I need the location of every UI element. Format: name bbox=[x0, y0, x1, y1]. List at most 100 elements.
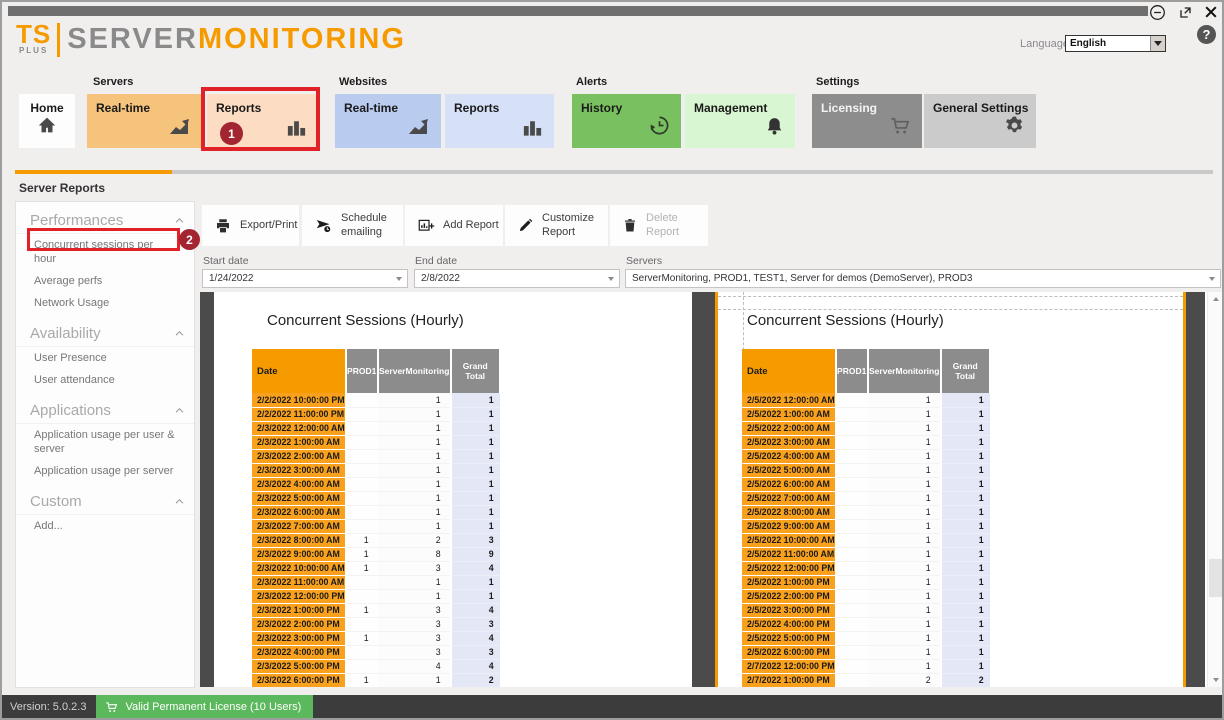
sidebar-item-network-usage[interactable]: Network Usage bbox=[16, 292, 184, 314]
value-cell bbox=[345, 449, 378, 464]
value-cell: 8 bbox=[377, 547, 452, 562]
value-cell: 1 bbox=[940, 533, 990, 548]
tab-settings-licensing[interactable]: Licensing bbox=[812, 94, 922, 148]
value-cell: 1 bbox=[867, 547, 942, 562]
minimize-button[interactable] bbox=[1146, 2, 1168, 22]
servers-value: ServerMonitoring, PROD1, TEST1, Server f… bbox=[632, 273, 973, 284]
customize-report-button[interactable]: Customize Report bbox=[505, 205, 608, 246]
servers-select[interactable]: ServerMonitoring, PROD1, TEST1, Server f… bbox=[625, 269, 1221, 288]
dropdown-button[interactable] bbox=[1150, 36, 1165, 51]
value-cell: 1 bbox=[867, 421, 942, 436]
value-cell: 1 bbox=[867, 491, 942, 506]
date-cell: 2/3/2022 3:00:00 PM bbox=[252, 631, 347, 646]
tab-websites-reports[interactable]: Reports bbox=[445, 94, 554, 148]
value-cell: 1 bbox=[940, 547, 990, 562]
sidebar-item-concurrent-sessions-per-hour[interactable]: Concurrent sessions per hour bbox=[16, 234, 184, 270]
start-date-input[interactable]: 1/24/2022 bbox=[202, 269, 408, 288]
chevron-up-icon bbox=[175, 408, 184, 413]
language-select[interactable]: English bbox=[1065, 35, 1166, 52]
table-row: 2/5/2022 9:00:00 AM 1 1 bbox=[742, 519, 990, 534]
table-header-row: Date PROD1 ServerMonitoring Grand Total bbox=[742, 349, 991, 393]
page-gutter bbox=[200, 292, 214, 687]
close-button[interactable] bbox=[1200, 2, 1222, 22]
report-title: Concurrent Sessions (Hourly) bbox=[747, 312, 944, 329]
tab-label: Home bbox=[30, 101, 64, 115]
sidebar-section-availability[interactable]: Availability bbox=[16, 320, 194, 347]
add-report-button[interactable]: Add Report bbox=[405, 205, 503, 246]
tab-label: Reports bbox=[454, 101, 500, 115]
value-cell bbox=[835, 407, 868, 422]
end-date-input[interactable]: 2/8/2022 bbox=[414, 269, 620, 288]
sidebar-item-add-custom[interactable]: Add... bbox=[16, 515, 184, 537]
sidebar-item-app-usage-per-server[interactable]: Application usage per server bbox=[16, 460, 184, 482]
popout-button[interactable] bbox=[1174, 2, 1196, 22]
sidebar-section-performances[interactable]: Performances bbox=[16, 207, 194, 234]
date-cell: 2/3/2022 4:00:00 AM bbox=[252, 477, 347, 492]
value-cell: 1 bbox=[377, 421, 452, 436]
value-cell bbox=[345, 505, 378, 520]
table-row: 2/5/2022 1:00:00 PM 1 1 bbox=[742, 575, 990, 590]
table-row: 2/2/2022 10:00:00 PM 1 1 bbox=[252, 393, 500, 408]
tab-websites-realtime[interactable]: Real-time bbox=[335, 94, 441, 148]
value-cell bbox=[835, 617, 868, 632]
export-print-button[interactable]: Export/Print bbox=[202, 205, 299, 246]
help-button[interactable]: ? bbox=[1197, 25, 1216, 44]
sidebar-section-custom[interactable]: Custom bbox=[16, 488, 194, 515]
chevron-down-icon bbox=[1212, 678, 1219, 682]
sidebar-item-app-usage-per-user-server[interactable]: Application usage per user & server bbox=[16, 424, 188, 460]
scroll-up-button[interactable] bbox=[1208, 292, 1222, 306]
sidebar-item-label: Application usage per server bbox=[34, 465, 174, 477]
sidebar-item-user-attendance[interactable]: User attendance bbox=[16, 369, 184, 391]
sidebar-item-user-presence[interactable]: User Presence bbox=[16, 347, 184, 369]
value-cell: 1 bbox=[377, 673, 452, 687]
table-row: 2/5/2022 1:00:00 AM 1 1 bbox=[742, 407, 990, 422]
add-chart-icon bbox=[417, 217, 435, 235]
group-label-websites: Websites bbox=[339, 76, 388, 88]
sidebar-item-average-perfs[interactable]: Average perfs bbox=[16, 270, 184, 292]
column-header: Date bbox=[252, 349, 347, 393]
tab-home[interactable]: Home bbox=[19, 94, 75, 148]
tab-label: General Settings bbox=[933, 101, 1029, 115]
value-cell: 3 bbox=[377, 631, 452, 646]
sidebar-section-applications[interactable]: Applications bbox=[16, 397, 194, 424]
scrollbar-thumb[interactable] bbox=[1209, 559, 1222, 597]
tab-alerts-management[interactable]: Management bbox=[685, 94, 795, 148]
sidebar-item-label: User Presence bbox=[34, 352, 107, 364]
date-cell: 2/5/2022 8:00:00 AM bbox=[742, 505, 837, 520]
value-cell bbox=[345, 519, 378, 534]
value-cell: 1 bbox=[867, 631, 942, 646]
logo-plus: PLUS bbox=[18, 46, 49, 55]
report-sidebar: Performances Concurrent sessions per hou… bbox=[15, 201, 195, 688]
value-cell: 1 bbox=[377, 589, 452, 604]
value-cell: 1 bbox=[867, 435, 942, 450]
minimize-icon bbox=[1149, 4, 1165, 20]
date-cell: 2/5/2022 2:00:00 PM bbox=[742, 589, 837, 604]
value-cell bbox=[835, 631, 868, 646]
titlebar[interactable] bbox=[8, 6, 1148, 16]
table-row: 2/3/2022 8:00:00 AM 1 2 3 bbox=[252, 533, 500, 548]
value-cell bbox=[835, 673, 868, 687]
tab-alerts-history[interactable]: History bbox=[572, 94, 681, 148]
value-cell bbox=[835, 463, 868, 478]
column-header: Grand Total bbox=[940, 349, 991, 393]
schedule-emailing-button[interactable]: Schedule emailing bbox=[302, 205, 403, 246]
sidebar-item-label: Add... bbox=[34, 520, 63, 532]
value-cell: 1 bbox=[940, 589, 990, 604]
table-row: 2/5/2022 2:00:00 PM 1 1 bbox=[742, 589, 990, 604]
value-cell: 1 bbox=[450, 575, 500, 590]
scroll-down-button[interactable] bbox=[1208, 673, 1222, 687]
tab-settings-general[interactable]: General Settings bbox=[924, 94, 1036, 148]
button-label: Delete Report bbox=[646, 212, 680, 238]
value-cell: 1 bbox=[940, 477, 990, 492]
column-header: PROD1 bbox=[345, 349, 379, 393]
date-cell: 2/5/2022 6:00:00 AM bbox=[742, 477, 837, 492]
date-cell: 2/3/2022 12:00:00 AM bbox=[252, 421, 347, 436]
value-cell bbox=[835, 449, 868, 464]
date-cell: 2/5/2022 2:00:00 AM bbox=[742, 421, 837, 436]
tab-servers-realtime[interactable]: Real-time bbox=[87, 94, 202, 148]
table-row: 2/5/2022 12:00:00 AM 1 1 bbox=[742, 393, 990, 408]
date-cell: 2/5/2022 1:00:00 PM bbox=[742, 575, 837, 590]
vertical-scrollbar[interactable] bbox=[1207, 292, 1222, 687]
table-row: 2/3/2022 1:00:00 PM 1 3 4 bbox=[252, 603, 500, 618]
delete-report-button[interactable]: Delete Report bbox=[610, 205, 708, 246]
